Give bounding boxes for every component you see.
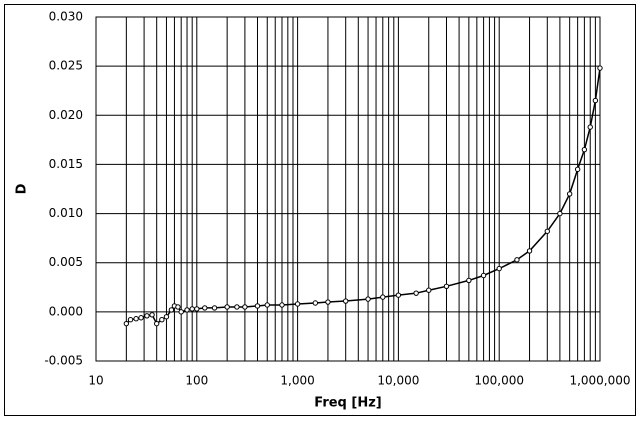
data-point bbox=[466, 277, 472, 284]
data-point bbox=[189, 306, 195, 312]
plot-frame bbox=[95, 16, 601, 362]
data-point bbox=[144, 313, 150, 319]
x-axis-label: Freq [Hz] bbox=[314, 396, 381, 411]
data-point bbox=[159, 317, 165, 323]
data-point bbox=[211, 305, 218, 311]
data-point bbox=[592, 97, 599, 104]
data-point bbox=[242, 304, 248, 310]
data-point bbox=[279, 302, 285, 308]
data-point bbox=[138, 315, 144, 321]
y-axis-label: D bbox=[15, 183, 30, 194]
y-tick-label: 0.010 bbox=[49, 206, 83, 220]
y-tick-label: 0.015 bbox=[49, 157, 83, 171]
data-point bbox=[149, 312, 155, 318]
y-tick-label: 0.030 bbox=[49, 10, 83, 24]
data-point bbox=[127, 317, 134, 323]
data-point bbox=[597, 65, 603, 71]
y-tick-label: 0.025 bbox=[49, 59, 83, 73]
data-point bbox=[178, 309, 184, 315]
data-point bbox=[443, 283, 450, 290]
x-tick-label: 10 bbox=[88, 374, 103, 388]
data-point bbox=[587, 124, 593, 130]
data-point bbox=[566, 191, 573, 197]
data-point bbox=[557, 210, 563, 217]
data-point bbox=[202, 305, 208, 311]
data-point bbox=[526, 248, 533, 254]
data-point bbox=[133, 316, 139, 322]
data-point bbox=[581, 146, 588, 153]
data-point bbox=[224, 304, 230, 310]
y-tick-label: 0.000 bbox=[49, 304, 83, 318]
plot-area bbox=[96, 17, 600, 361]
data-point bbox=[480, 272, 487, 279]
data-point bbox=[574, 166, 581, 173]
data-point bbox=[380, 294, 386, 300]
data-point bbox=[163, 314, 170, 320]
data-point bbox=[234, 304, 240, 310]
y-tick-label: 0.005 bbox=[49, 255, 83, 269]
y-tick-label: -0.005 bbox=[44, 354, 83, 368]
x-tick-label: 100,000 bbox=[474, 374, 524, 388]
data-point bbox=[184, 307, 190, 313]
data-point bbox=[153, 320, 160, 327]
data-point bbox=[264, 302, 270, 308]
data-point bbox=[395, 292, 402, 298]
data-point bbox=[168, 307, 175, 313]
data-point bbox=[123, 320, 130, 327]
x-tick-label: 1,000 bbox=[280, 374, 314, 388]
data-point bbox=[342, 298, 349, 304]
data-point bbox=[294, 301, 301, 307]
y-tick-label: 0.020 bbox=[49, 108, 83, 122]
data-point bbox=[365, 296, 371, 302]
data-point bbox=[544, 228, 550, 234]
x-tick-label: 1,000,000 bbox=[569, 374, 630, 388]
data-point bbox=[413, 290, 419, 296]
x-tick-label: 100 bbox=[185, 374, 208, 388]
data-point bbox=[312, 300, 319, 306]
data-point bbox=[194, 306, 200, 312]
data-point bbox=[426, 287, 432, 293]
data-point bbox=[175, 304, 181, 310]
data-point bbox=[254, 303, 261, 309]
x-tick-label: 10,000 bbox=[377, 374, 419, 388]
data-point bbox=[325, 299, 331, 305]
data-point bbox=[496, 265, 502, 272]
data-point bbox=[514, 257, 520, 263]
